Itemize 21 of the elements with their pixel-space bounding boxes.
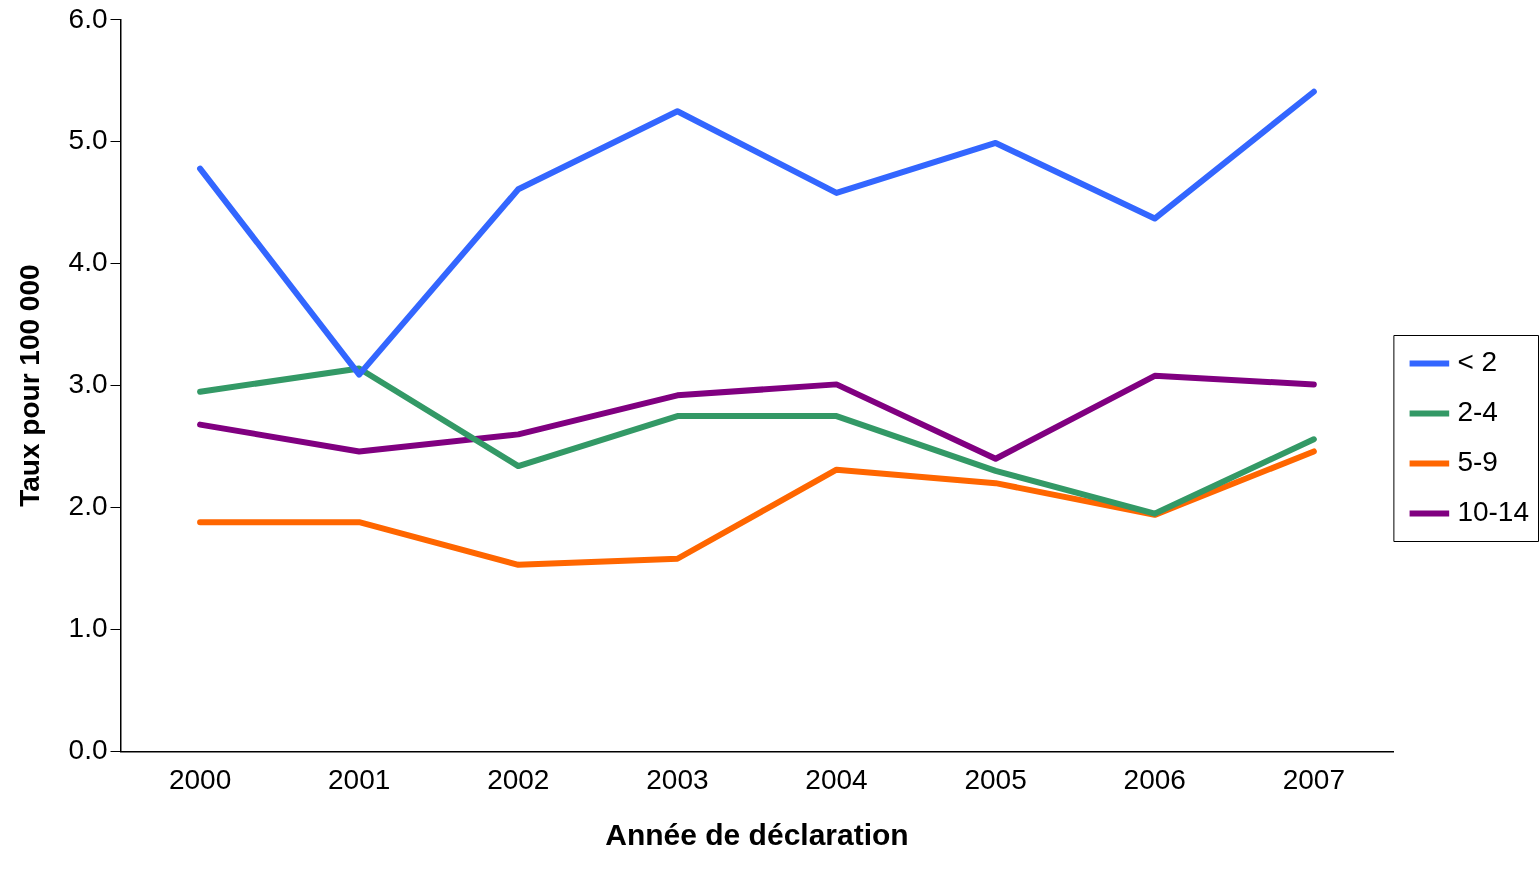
x-tick-label: 2004 [805,763,868,795]
x-tick-label: 2007 [1282,763,1345,795]
y-axis-title: Taux pour 100 000 [13,264,45,507]
y-tick-label: 4.0 [68,246,108,278]
legend-label: < 2 [1457,346,1498,378]
x-tick-label: 2005 [964,763,1027,795]
y-tick-label: 6.0 [68,2,108,34]
y-tick-label: 0.0 [68,734,108,766]
y-tick-label: 3.0 [68,368,108,400]
x-tick-label: 2003 [646,763,709,795]
y-tick-label: 5.0 [68,124,108,156]
x-tick-label: 2001 [328,763,391,795]
legend-label: 5-9 [1457,446,1498,478]
x-tick-label: 2000 [168,763,232,795]
y-tick-label: 1.0 [68,612,108,644]
legend-label: 2-4 [1457,396,1498,428]
x-axis-title: Année de déclaration [605,818,909,852]
legend-label: 10-14 [1457,496,1530,528]
y-tick-label: 2.0 [68,490,108,522]
x-tick-label: 2002 [487,763,550,795]
x-tick-label: 2006 [1123,763,1186,795]
